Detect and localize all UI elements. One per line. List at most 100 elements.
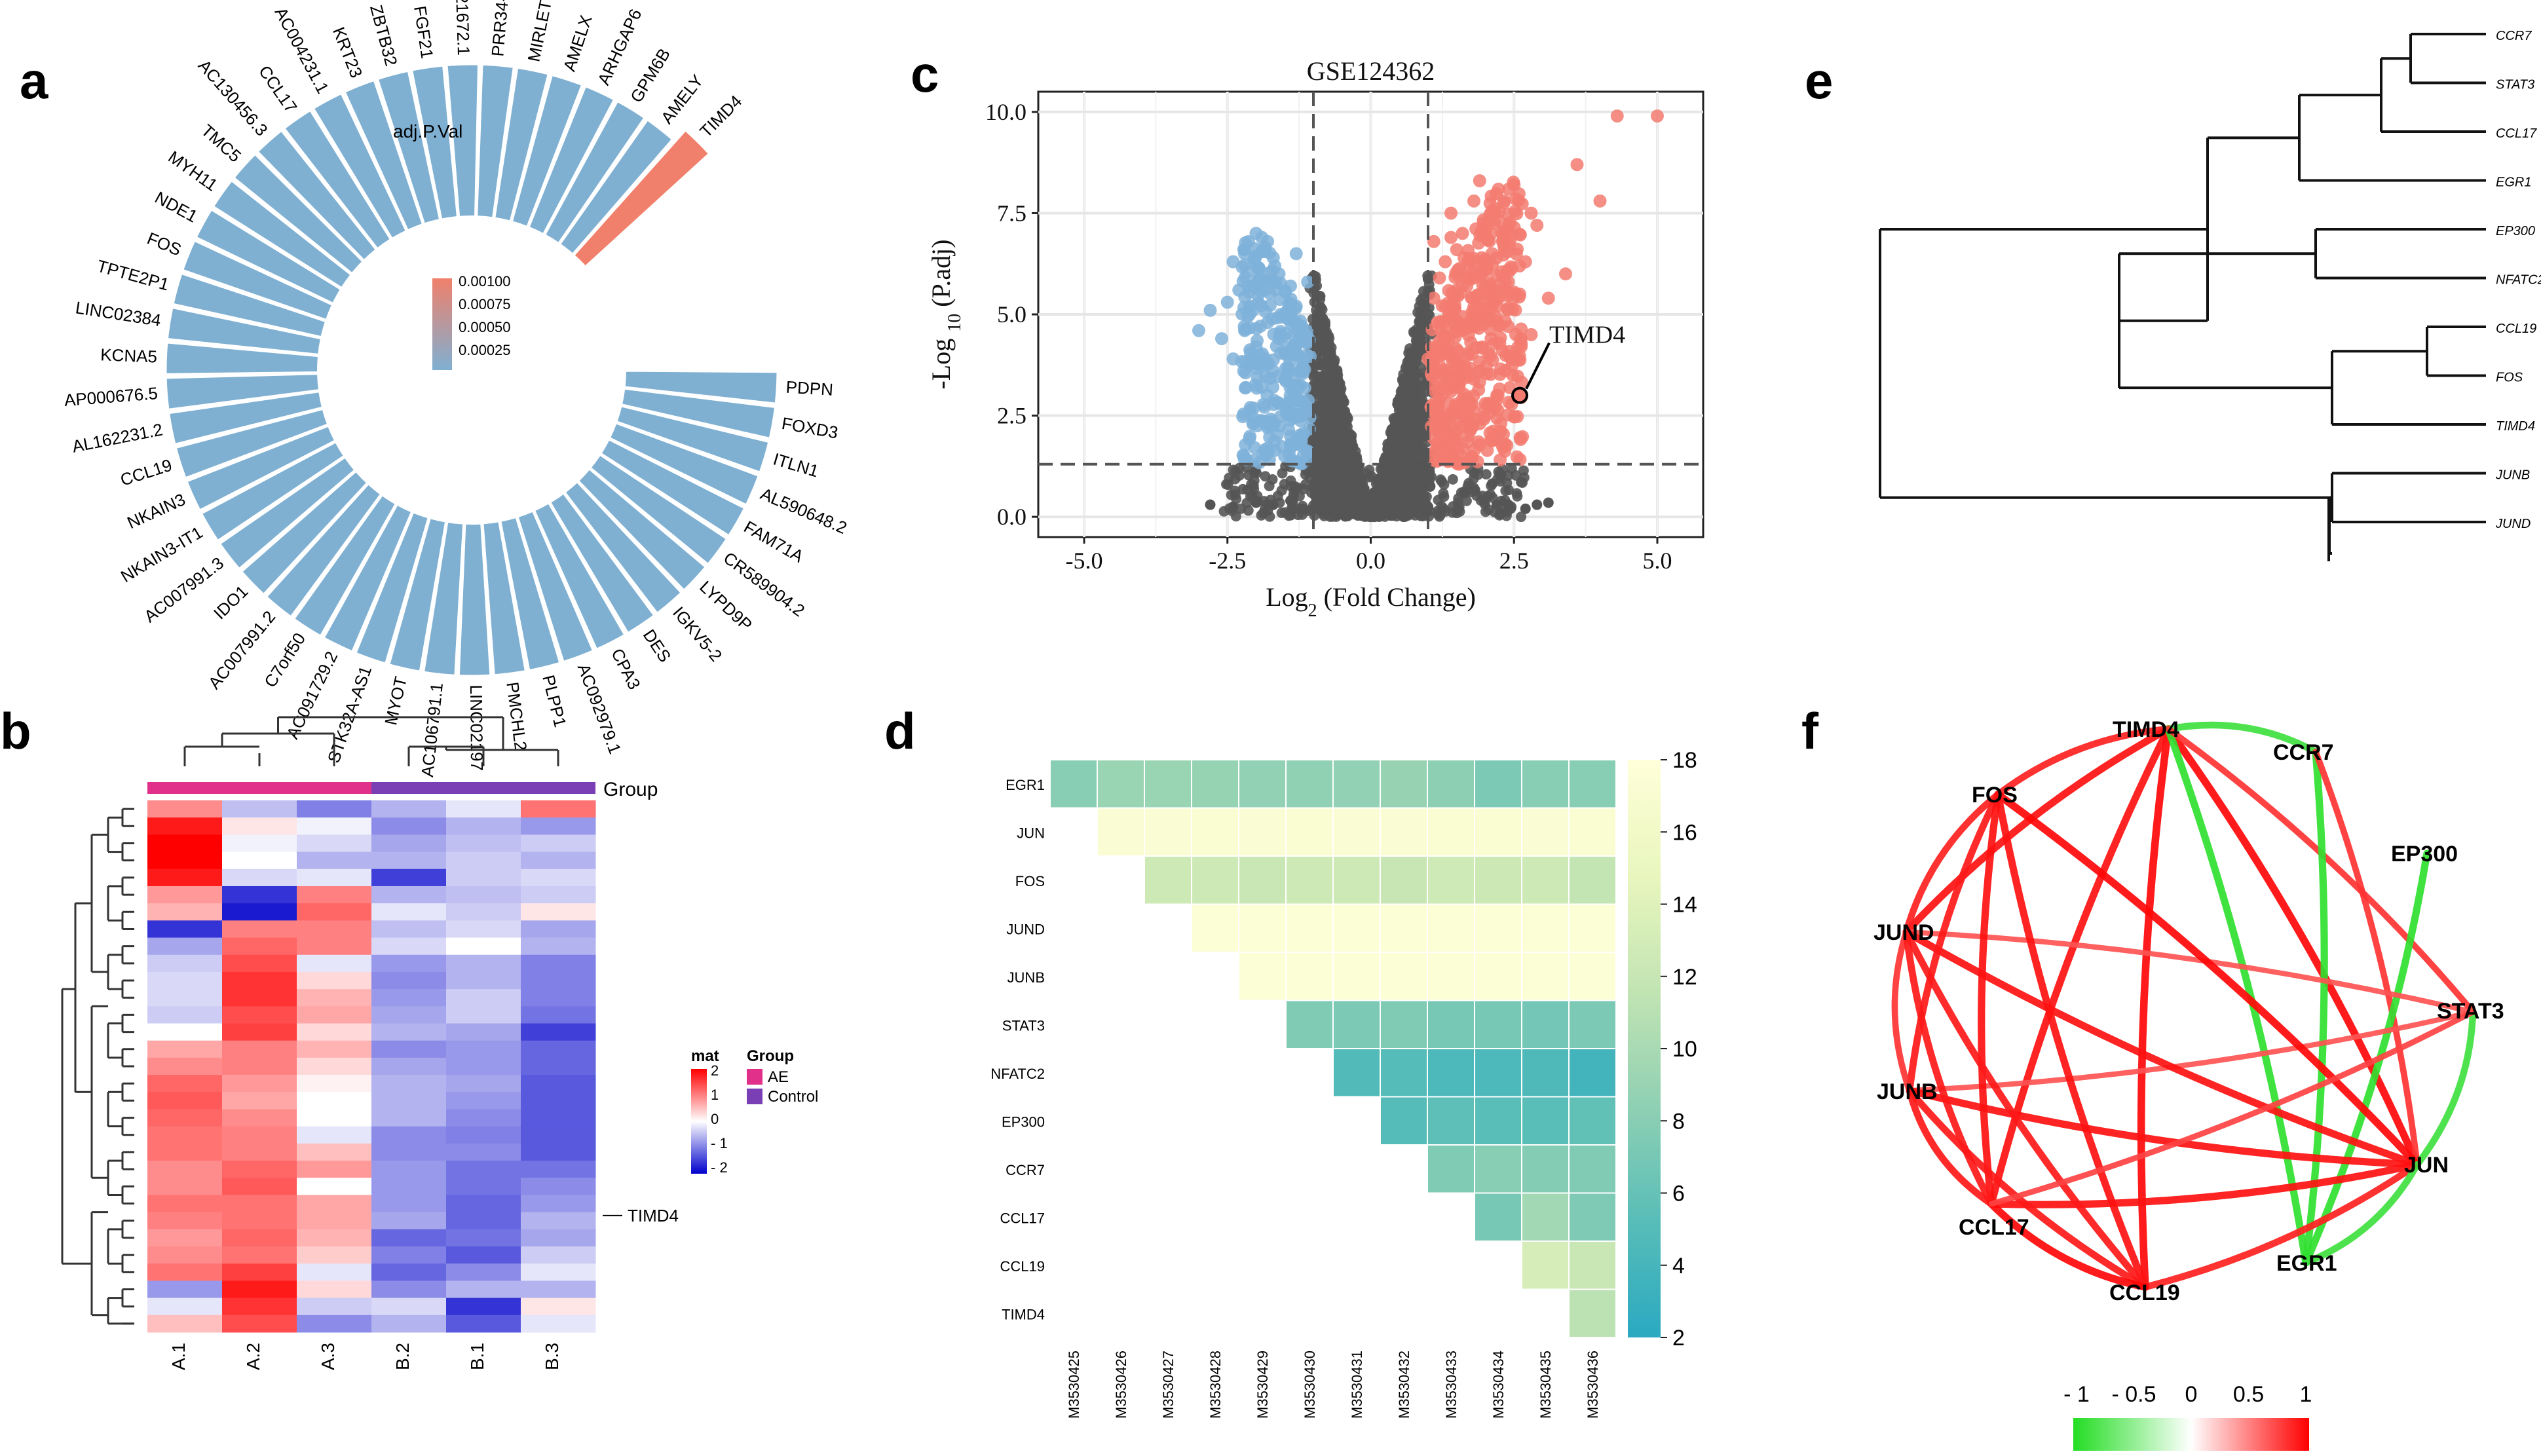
heat-cell [446, 971, 521, 990]
heat-cell [371, 1040, 447, 1058]
colorbar-tick-label: 6 [1672, 1182, 1685, 1206]
circ-label-AL162231.2: AL162231.2 [71, 419, 164, 456]
heat-cell [446, 868, 521, 887]
heat-cell [222, 1178, 297, 1195]
ns-point [1251, 497, 1262, 508]
up-point [1478, 253, 1492, 267]
bar-FAM71A [600, 438, 745, 536]
col-label-M3530431: M3530431 [1349, 1351, 1365, 1419]
colorbar-tick-label: 14 [1672, 893, 1697, 918]
heat-cell [446, 1109, 521, 1127]
heat-cell [222, 851, 297, 870]
heat-cell [371, 937, 447, 956]
leaf-label-EP300: EP300 [2496, 224, 2535, 238]
heat-cell [222, 1109, 297, 1127]
ns-point [1375, 464, 1386, 475]
edge-FOS-CCL19 [1994, 791, 2149, 1291]
col-label-M3530426: M3530426 [1113, 1351, 1129, 1419]
circ-label-CCL19: CCL19 [118, 455, 174, 490]
up-point [1651, 109, 1664, 123]
heat-cell [297, 1143, 372, 1161]
y-tick-label: 5.0 [997, 301, 1026, 327]
ns-point [1495, 508, 1506, 519]
up-point [1509, 352, 1523, 366]
colorbar [1628, 760, 1661, 1337]
row-label-JUN: JUN [1017, 825, 1045, 841]
tri-cell [1521, 1048, 1570, 1098]
up-point [1484, 349, 1497, 363]
bar-FGF21 [411, 65, 458, 220]
heat-cell [446, 1280, 521, 1299]
heat-cell [446, 937, 521, 956]
tri-cell [1097, 807, 1145, 857]
heat-cell [371, 1143, 447, 1161]
row-label-NFATC2: NFATC2 [990, 1066, 1045, 1082]
up-point [1503, 233, 1517, 247]
panel-letter-a: a [20, 52, 48, 109]
colorbar-tick-label: 16 [1672, 820, 1697, 845]
ns-point [1447, 474, 1458, 485]
bar-AC106791.1 [423, 521, 464, 676]
row-label-JUNB: JUNB [1007, 969, 1045, 986]
ns-point [1402, 436, 1413, 447]
tri-cell [1380, 952, 1428, 1001]
tri-cell [1568, 855, 1617, 905]
heat-cell [446, 1143, 521, 1161]
heat-cell [147, 1143, 223, 1161]
heat-cell [521, 920, 596, 939]
tri-cell [1427, 1096, 1475, 1146]
down-point [1236, 410, 1250, 424]
tri-cell [1191, 759, 1239, 809]
up-point [1467, 252, 1481, 265]
heat-cell [521, 851, 596, 870]
y-tick-label: 0.0 [997, 504, 1026, 530]
heat-cell [521, 1280, 596, 1299]
node-label-TIMD4: TIMD4 [2113, 717, 2179, 742]
legend-tick: - 1 [711, 1135, 728, 1151]
up-point [1492, 284, 1506, 298]
bar-AL162231.2 [168, 391, 324, 445]
ns-point [1365, 510, 1376, 521]
down-point [1263, 299, 1277, 312]
up-point [1461, 436, 1475, 449]
up-point [1448, 377, 1462, 391]
circ-label-NDE1: NDE1 [151, 187, 200, 227]
down-point [1258, 400, 1271, 414]
legend-tick: 0 [711, 1111, 719, 1127]
circular-barplot: PDPNFOXD3ITLN1AL590648.2FAM71ACR589904.2… [64, 0, 850, 778]
circ-label-PRR34-AS1: PRR34-AS1 [487, 0, 515, 57]
group-cell-AE [222, 782, 297, 794]
circ-label-TPTE2P1: TPTE2P1 [95, 256, 172, 295]
bar-MYOT [388, 517, 447, 672]
ns-point [1438, 503, 1449, 514]
heat-cell [147, 1057, 223, 1075]
ns-point [1506, 463, 1517, 474]
down-point [1289, 247, 1303, 261]
heat-cell [446, 1040, 521, 1058]
tri-cell [1238, 952, 1287, 1001]
node-label-EGR1: EGR1 [2276, 1251, 2337, 1276]
heat-cell [446, 1229, 521, 1247]
heat-cell [446, 1161, 521, 1178]
bar-NKAIN3-IT1 [200, 441, 345, 542]
down-point [1238, 258, 1252, 272]
x-tick-label: -5.0 [1066, 548, 1103, 574]
heat-cell [297, 971, 372, 990]
ns-point [1390, 439, 1401, 451]
tri-cell [1474, 1096, 1522, 1146]
ns-point [1324, 394, 1335, 405]
up-point [1485, 434, 1499, 448]
edge-TIMD4-EGR1 [2164, 725, 2310, 1267]
up-point [1541, 291, 1555, 305]
down-point [1238, 322, 1252, 336]
bar-AL590648.2 [609, 422, 759, 506]
bar-AC130456.3 [257, 130, 377, 261]
heat-cell [222, 1143, 297, 1161]
row-label-CCR7: CCR7 [1006, 1162, 1045, 1178]
ns-point [1331, 508, 1342, 519]
ns-point [1338, 483, 1349, 494]
bar-AC092979.1 [517, 510, 594, 663]
circ-label-LINC02384: LINC02384 [74, 297, 162, 330]
tri-cell [1521, 855, 1570, 905]
y-tick-label: 7.5 [997, 200, 1026, 226]
